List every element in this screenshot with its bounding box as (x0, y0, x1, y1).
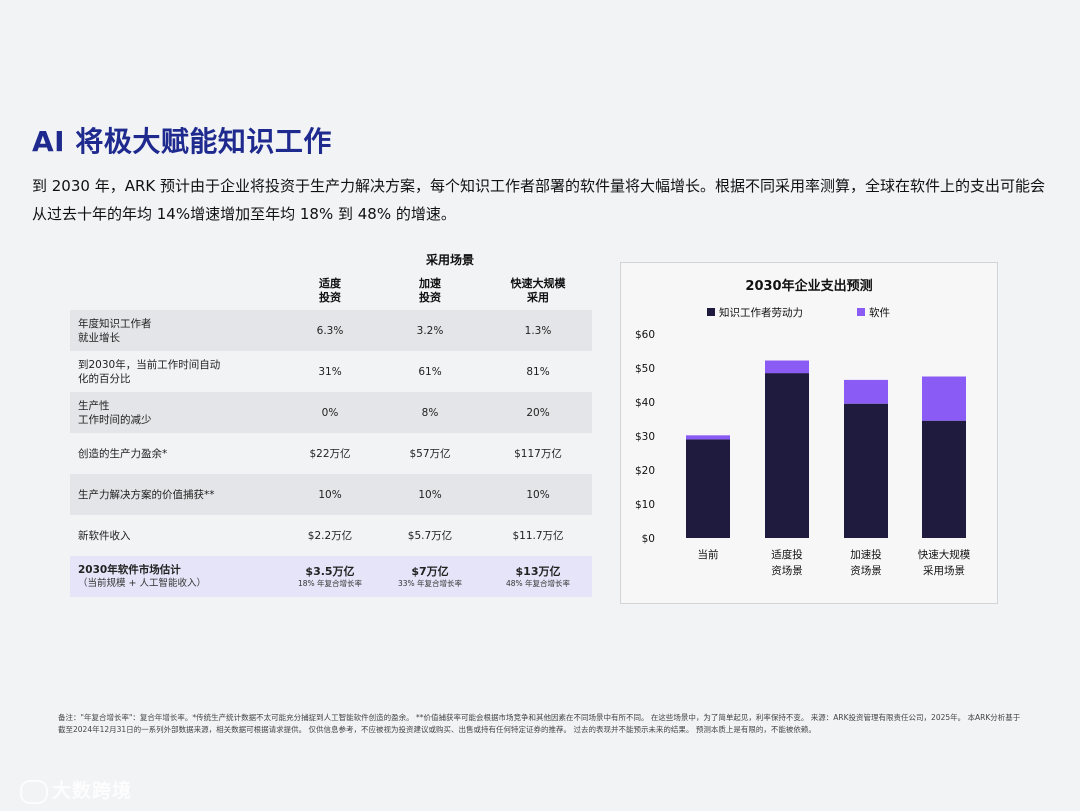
x-tick-label: 资场景 (850, 564, 882, 577)
watermark-logo-icon (20, 779, 48, 804)
table-cell: $22万亿 (309, 447, 351, 460)
table-cell: $117万亿 (514, 447, 562, 460)
table-cell: $2.2万亿 (307, 529, 353, 542)
bar-segment (686, 439, 730, 538)
total-row-label: 2030年软件市场估计 （当前规模 + 人工智能收入） (78, 563, 248, 591)
watermark: 大数跨境 (20, 776, 132, 804)
table-cell: $11.7万亿 (512, 529, 564, 542)
table-row: 到2030年，当前工作时间自动 化的百分比 31% 61% 81% (70, 351, 592, 392)
table-cell: 1.3% (524, 324, 552, 337)
column-header: 适度 投资 (319, 277, 341, 304)
table-cell: 6.3% (316, 324, 344, 337)
bar-segment (765, 360, 809, 374)
table-row: 新软件收入 $2.2万亿 $5.7万亿 $11.7万亿 (70, 515, 592, 556)
table-cell: 61% (418, 365, 442, 378)
total-cell: $7万亿 33% 年复合增长率 (375, 565, 485, 589)
x-tick-label: 适度投 (771, 548, 803, 561)
table-cell: 0% (321, 406, 339, 419)
chart-panel: 2030年企业支出预测知识工作者劳动力 软件 $0 $10 $20 $30 $40 $50 $6… (620, 262, 998, 604)
bar-segment (844, 403, 888, 538)
legend-label: 知识工作者劳动力 (719, 306, 803, 319)
page-subtitle: 到 2030 年，ARK 预计由于企业将投资于生产力解决方案，每个知识工作者部署… (32, 177, 1046, 223)
scenario-title: 采用场景 (425, 253, 474, 267)
legend-swatch (857, 308, 865, 316)
row-label: 创造的生产力盈余* (78, 447, 168, 460)
table-row: 生产力解决方案的价值捕获** 10% 10% 10% (70, 474, 592, 515)
row-label: 生产力解决方案的价值捕获** (78, 488, 215, 501)
table-row: 生产性 工作时间的减少 0% 8% 20% (70, 392, 592, 433)
y-tick-label: $0 (642, 533, 655, 545)
legend-swatch (707, 308, 715, 316)
bar-segment (844, 379, 888, 404)
y-tick-label: $10 (635, 499, 655, 511)
row-label: 新软件收入 (78, 529, 131, 542)
total-cell-cagr: 48% 年复合增长率 (505, 578, 571, 588)
table-cell: 31% (318, 365, 342, 378)
chart-title: 2030年企业支出预测 (745, 278, 872, 294)
bar-segment (765, 373, 809, 538)
y-tick-label: $20 (635, 465, 655, 477)
x-tick-label: 当前 (698, 548, 719, 561)
total-row: 2030年软件市场估计 （当前规模 + 人工智能收入） $3.5万亿 18% 年复合增… (70, 556, 592, 597)
footnote: 备注："年复合增长率"：复合年增长率。*传统生产统计数据不太可能充分捕捉到人工智… (58, 713, 1021, 734)
x-tick-label: 加速投 (850, 548, 882, 561)
row-label: 年度知识工作者 就业增长 (78, 317, 152, 344)
total-row-sublabel: （当前规模 + 人工智能收入） (78, 577, 206, 589)
table-cell: 10% (418, 488, 442, 501)
table-cell: $57万亿 (409, 447, 451, 460)
row-label: 到2030年，当前工作时间自动 化的百分比 (78, 358, 221, 385)
x-tick-label: 采用场景 (923, 564, 965, 577)
table-row: 创造的生产力盈余* $22万亿 $57万亿 $117万亿 (70, 433, 592, 474)
table-cell: 8% (421, 406, 439, 419)
table-cell: 10% (526, 488, 550, 501)
page-title: AI 将极大赋能知识工作 (32, 125, 332, 158)
table-cell: 3.2% (416, 324, 444, 337)
total-cell-cagr: 33% 年复合增长率 (397, 578, 463, 588)
legend-label: 软件 (869, 306, 890, 319)
y-tick-label: $50 (635, 363, 655, 375)
bar-segment (686, 435, 730, 440)
watermark-text: 大数跨境 (52, 780, 133, 802)
y-tick-label: $60 (635, 329, 655, 341)
bar-segment (922, 376, 966, 421)
x-tick-label: 资场景 (771, 564, 803, 577)
column-header: 加速 投资 (419, 277, 441, 304)
bar-segment (922, 420, 966, 538)
row-label: 生产性 工作时间的减少 (78, 399, 152, 426)
table-cell: 20% (526, 406, 550, 419)
table-cell: $5.7万亿 (407, 529, 453, 542)
x-tick-label: 快速大规模 (918, 548, 971, 561)
total-cell: $3.5万亿 18% 年复合增长率 (275, 565, 385, 589)
table-cell: 81% (526, 365, 550, 378)
y-tick-label: $30 (635, 431, 655, 443)
total-cell-cagr: 18% 年复合增长率 (297, 578, 363, 588)
y-tick-label: $40 (635, 397, 655, 409)
table-row: 年度知识工作者 就业增长 6.3% 3.2% 1.3% (70, 310, 592, 351)
total-cell: $13万亿 48% 年复合增长率 (483, 565, 593, 589)
table-cell: 10% (318, 488, 342, 501)
column-header: 快速大规模 采用 (510, 277, 566, 304)
